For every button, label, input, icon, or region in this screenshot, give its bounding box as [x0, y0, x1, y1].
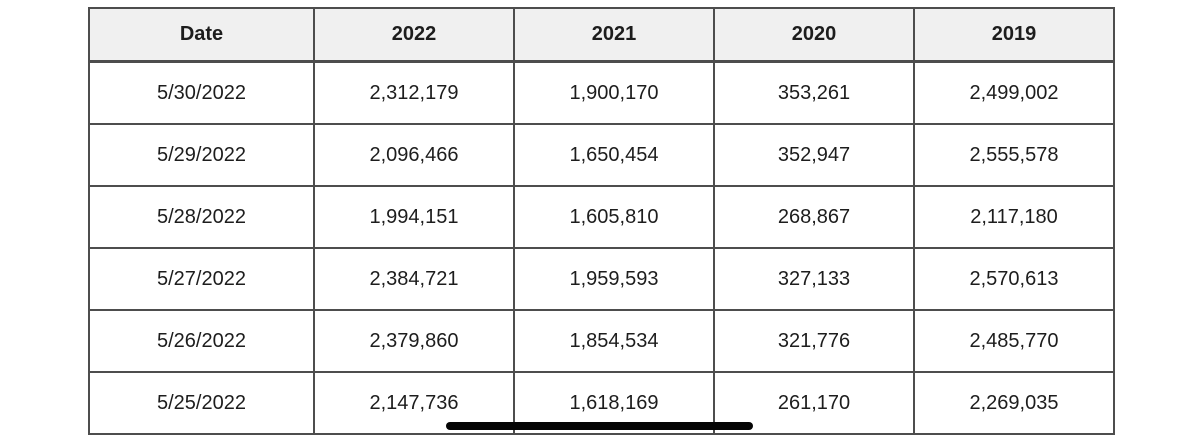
- cell-value: 1,959,593: [513, 247, 715, 311]
- cell-value: 1,650,454: [513, 123, 715, 187]
- cell-value: 2,379,860: [313, 309, 515, 373]
- cell-value: 2,384,721: [313, 247, 515, 311]
- table-row: 5/30/2022 2,312,179 1,900,170 353,261 2,…: [88, 60, 1115, 125]
- marker-underline-annotation: [446, 422, 753, 430]
- cell-date: 5/28/2022: [88, 185, 315, 249]
- cell-value: 2,499,002: [913, 60, 1115, 125]
- table-row: 5/28/2022 1,994,151 1,605,810 268,867 2,…: [88, 185, 1115, 249]
- table-header: Date 2022 2021 2020 2019: [88, 7, 1115, 63]
- cell-value: 2,570,613: [913, 247, 1115, 311]
- table-row: 5/29/2022 2,096,466 1,650,454 352,947 2,…: [88, 123, 1115, 187]
- cell-value: 2,269,035: [913, 371, 1115, 435]
- header-row: Date 2022 2021 2020 2019: [88, 7, 1115, 63]
- cell-value: 2,117,180: [913, 185, 1115, 249]
- table-row: 5/25/2022 2,147,736 1,618,169 261,170 2,…: [88, 371, 1115, 435]
- table-row: 5/26/2022 2,379,860 1,854,534 321,776 2,…: [88, 309, 1115, 373]
- cell-value: 1,900,170: [513, 60, 715, 125]
- cell-date: 5/25/2022: [88, 371, 315, 435]
- cell-value: 2,312,179: [313, 60, 515, 125]
- column-header-date: Date: [88, 7, 315, 63]
- column-header-2020: 2020: [713, 7, 915, 63]
- cell-value: 1,994,151: [313, 185, 515, 249]
- column-header-2021: 2021: [513, 7, 715, 63]
- cell-value: 1,605,810: [513, 185, 715, 249]
- data-table: Date 2022 2021 2020 2019 5/30/2022 2,312…: [88, 7, 1115, 435]
- cell-value: 327,133: [713, 247, 915, 311]
- cell-date: 5/27/2022: [88, 247, 315, 311]
- cell-value: 1,854,534: [513, 309, 715, 373]
- cell-value: 353,261: [713, 60, 915, 125]
- cell-value: 2,485,770: [913, 309, 1115, 373]
- cell-value: 321,776: [713, 309, 915, 373]
- table-body: 5/30/2022 2,312,179 1,900,170 353,261 2,…: [88, 60, 1115, 435]
- column-header-2019: 2019: [913, 7, 1115, 63]
- cell-date: 5/30/2022: [88, 60, 315, 125]
- cell-date: 5/29/2022: [88, 123, 315, 187]
- cell-date: 5/26/2022: [88, 309, 315, 373]
- cell-value: 2,555,578: [913, 123, 1115, 187]
- cell-value: 2,096,466: [313, 123, 515, 187]
- table-row: 5/27/2022 2,384,721 1,959,593 327,133 2,…: [88, 247, 1115, 311]
- column-header-2022: 2022: [313, 7, 515, 63]
- cell-value: 268,867: [713, 185, 915, 249]
- cell-value: 352,947: [713, 123, 915, 187]
- cell-value: 2,147,736: [313, 371, 515, 435]
